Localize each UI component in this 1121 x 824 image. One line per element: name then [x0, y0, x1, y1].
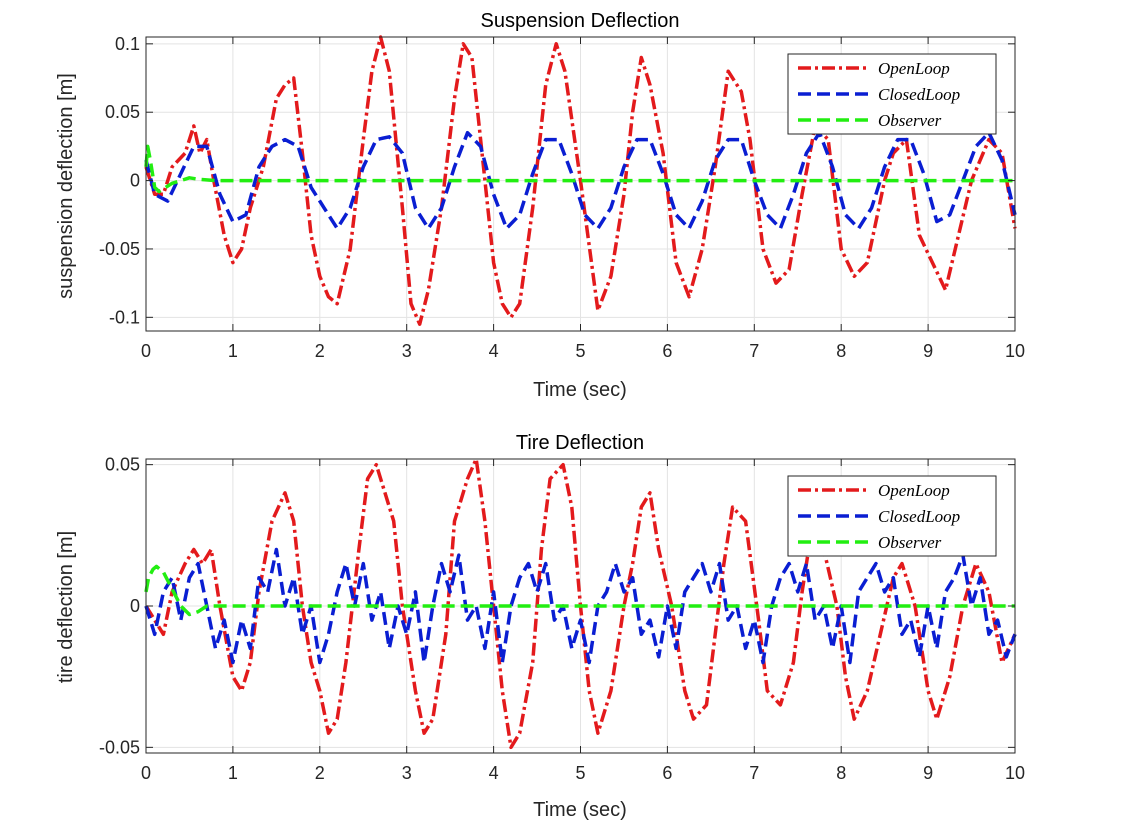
x-tick-label: 1	[228, 341, 238, 361]
y-tick-label: 0.05	[105, 455, 140, 475]
chart-title: Tire Deflection	[516, 432, 644, 454]
legend-label-closed-loop: ClosedLoop	[878, 85, 960, 104]
y-tick-label: -0.05	[99, 737, 140, 757]
x-tick-label: 8	[836, 763, 846, 783]
x-tick-label: 5	[575, 341, 585, 361]
x-tick-label: 7	[749, 341, 759, 361]
x-tick-label: 0	[141, 341, 151, 361]
tire-deflection-panel: Tire Deflection Time (sec) tire deflecti…	[55, 432, 1025, 821]
legend-label-observer: Observer	[878, 111, 942, 130]
series-line-closed-loop	[144, 130, 1017, 231]
x-tick-label: 10	[1005, 763, 1025, 783]
legend: OpenLoop ClosedLoop Observer	[787, 475, 997, 557]
series-line-observer	[144, 564, 1015, 617]
series-line-observer	[144, 144, 1015, 194]
x-tick-label: 5	[575, 763, 585, 783]
x-tick-label: 10	[1005, 341, 1025, 361]
x-axis-label: Time (sec)	[533, 379, 627, 401]
y-axis-label: suspension deflection [m]	[55, 73, 77, 299]
x-tick-label: 3	[402, 341, 412, 361]
y-axis-label: tire deflection [m]	[55, 531, 77, 683]
legend-label-open-loop: OpenLoop	[878, 59, 950, 78]
series-line-open-loop	[144, 457, 1017, 750]
legend-label-open-loop: OpenLoop	[878, 481, 950, 500]
legend: OpenLoop ClosedLoop Observer	[787, 53, 997, 135]
legend-label-observer: Observer	[878, 533, 942, 552]
x-tick-label: 6	[662, 341, 672, 361]
y-tick-label: 0	[130, 596, 140, 616]
x-tick-label: 3	[402, 763, 412, 783]
x-tick-label: 7	[749, 763, 759, 783]
x-tick-label: 9	[923, 341, 933, 361]
legend-label-closed-loop: ClosedLoop	[878, 507, 960, 526]
x-tick-label: 4	[489, 341, 499, 361]
x-tick-label: 9	[923, 763, 933, 783]
y-tick-label: 0.05	[105, 102, 140, 122]
chart-title: Suspension Deflection	[480, 10, 679, 32]
x-tick-label: 2	[315, 763, 325, 783]
suspension-deflection-panel: Suspension Deflection Time (sec) suspens…	[55, 10, 1025, 401]
series-line-open-loop	[144, 35, 1017, 326]
x-tick-label: 6	[662, 763, 672, 783]
x-tick-label: 1	[228, 763, 238, 783]
y-tick-label: 0.1	[115, 34, 140, 54]
x-tick-label: 0	[141, 763, 151, 783]
x-tick-label: 4	[489, 763, 499, 783]
y-tick-label: -0.1	[109, 307, 140, 327]
x-axis-label: Time (sec)	[533, 799, 627, 821]
series-line-closed-loop	[144, 547, 1017, 665]
y-tick-label: -0.05	[99, 239, 140, 259]
y-tick-label: 0	[130, 171, 140, 191]
x-tick-label: 8	[836, 341, 846, 361]
x-tick-label: 2	[315, 341, 325, 361]
